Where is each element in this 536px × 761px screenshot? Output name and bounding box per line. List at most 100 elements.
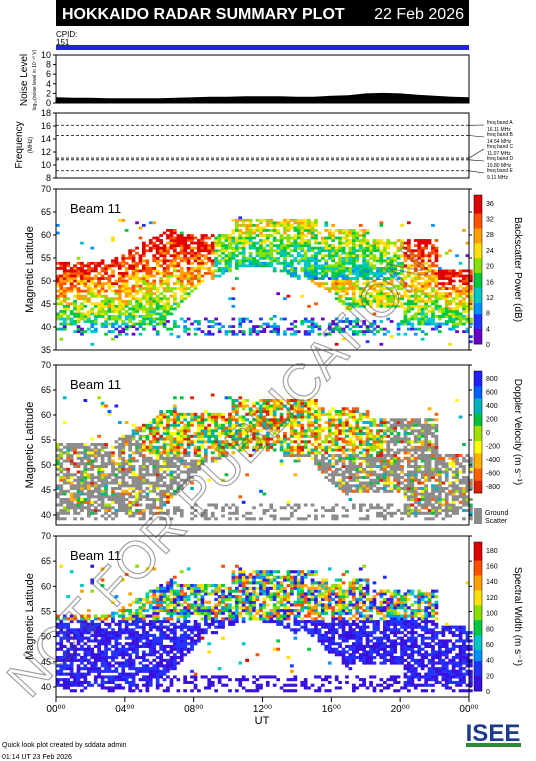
radar-cell (135, 476, 139, 479)
radar-cell (427, 294, 432, 298)
radar-cell (224, 426, 229, 430)
radar-cell (314, 445, 318, 449)
radar-cell (155, 287, 160, 290)
radar-cell (355, 437, 360, 441)
radar-cell (358, 294, 363, 298)
radar-cell (255, 246, 260, 250)
radar-cell (169, 487, 174, 490)
radar-cell (410, 272, 415, 275)
radar-cell (393, 304, 397, 308)
radar-cell (341, 277, 346, 280)
radar-cell (365, 456, 370, 460)
radar-cell (128, 492, 132, 496)
radar-cell (179, 487, 184, 490)
radar-cell (362, 256, 366, 260)
radar-cell (241, 448, 246, 452)
radar-cell (427, 470, 432, 474)
radar-cell (183, 437, 187, 441)
radar-cell (462, 330, 466, 333)
radar-cell (235, 236, 239, 240)
radar-cell (87, 327, 91, 331)
radar-cell (386, 465, 391, 468)
radar-cell (255, 254, 260, 258)
radar-cell (283, 451, 287, 455)
radar-cell (379, 292, 384, 296)
radar-cell (231, 445, 236, 449)
radar-cell (176, 254, 181, 258)
radar-cell (389, 423, 394, 427)
radar-cell (296, 241, 301, 245)
radar-cell (341, 274, 346, 278)
radar-cell (338, 231, 342, 235)
radar-cell (396, 264, 401, 268)
radar-cell (83, 279, 88, 283)
radar-cell (138, 254, 143, 258)
radar-cell (173, 269, 177, 273)
radar-cell (341, 484, 346, 488)
radar-cell (376, 274, 380, 278)
radar-cell (259, 503, 263, 507)
radar-cell (193, 254, 198, 258)
radar-cell (193, 451, 198, 455)
radar-cell (162, 294, 167, 298)
radar-cell (135, 302, 139, 306)
radar-cell (155, 322, 160, 326)
radar-cell (173, 264, 177, 268)
radar-cell (152, 511, 157, 515)
radar-cell (352, 259, 356, 263)
radar-cell (56, 456, 60, 460)
radar-cell (327, 467, 332, 471)
radar-cell (228, 421, 232, 424)
radar-cell (69, 462, 74, 466)
radar-cell (173, 256, 177, 260)
radar-cell (97, 304, 101, 308)
radar-cell (176, 456, 181, 460)
radar-cell (410, 322, 415, 326)
radar-cell (193, 465, 198, 468)
radar-cell (355, 410, 360, 413)
radar-cell (407, 249, 411, 253)
colorbar-segment (474, 243, 482, 248)
radar-cell (56, 454, 60, 457)
radar-cell (148, 511, 153, 515)
radar-cell (217, 330, 222, 333)
radar-cell (293, 432, 298, 435)
radar-cell (369, 254, 373, 258)
radar-cell (173, 478, 177, 482)
radar-cell (162, 261, 167, 265)
radar-cell (293, 399, 298, 402)
radar-cell (455, 294, 459, 298)
radar-cell (358, 465, 363, 468)
radar-cell (97, 261, 101, 265)
radar-cell (87, 456, 91, 460)
radar-cell (407, 307, 411, 311)
radar-cell (338, 467, 342, 471)
radar-cell (293, 423, 298, 427)
radar-cell (128, 254, 132, 258)
radar-cell (169, 451, 174, 455)
radar-cell (259, 246, 263, 250)
radar-cell (107, 506, 112, 510)
radar-cell (62, 327, 67, 331)
radar-cell (448, 249, 452, 253)
radar-cell (365, 470, 370, 474)
radar-cell (152, 459, 157, 463)
radar-cell (413, 327, 418, 331)
radar-cell (358, 412, 363, 416)
radar-cell (272, 315, 277, 318)
radar-cell (434, 272, 439, 275)
radar-cell (307, 514, 311, 518)
radar-cell (252, 418, 256, 422)
radar-cell (424, 487, 428, 490)
radar-cell (389, 511, 394, 515)
radar-cell (217, 456, 222, 460)
radar-cell (310, 224, 315, 227)
radar-cell (279, 423, 284, 427)
radar-cell (111, 297, 115, 301)
colorbar-tick-label: 24 (486, 248, 494, 255)
radar-cell (383, 456, 387, 460)
radar-cell (97, 498, 101, 501)
radar-cell (259, 325, 263, 328)
radar-cell (396, 421, 401, 424)
radar-cell (372, 506, 377, 510)
